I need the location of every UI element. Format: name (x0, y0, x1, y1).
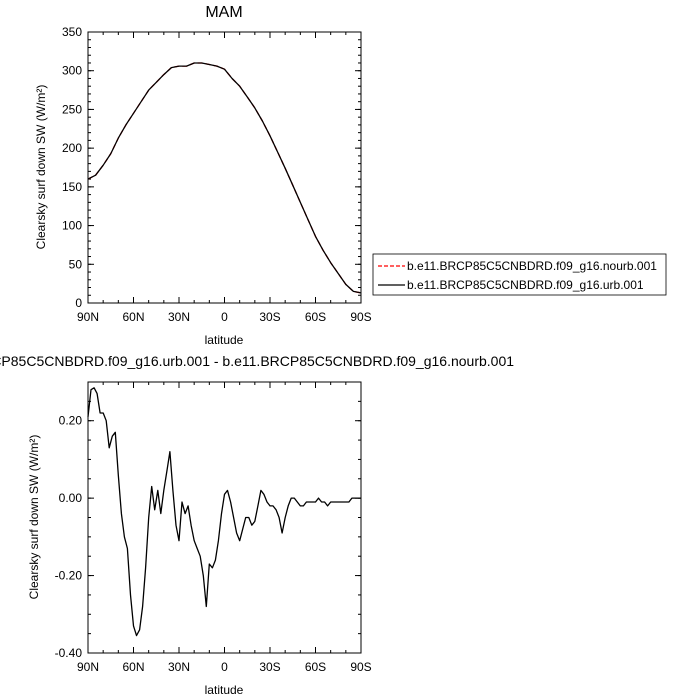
top-chart-axes: 90N 60N 30N 0 30S 60S 90S 0 50 100 150 200 250 300 350 (62, 25, 372, 324)
top-chart-x-tick-label: 90N (77, 310, 99, 324)
top-chart-series-line-0 (87, 62, 362, 294)
bottom-chart-x-tick-label: 60N (122, 660, 144, 674)
bottom-chart-y-tick-label: 0.20 (59, 414, 83, 428)
top-chart-x-tick-label: 0 (221, 310, 228, 324)
top-chart-x-tick-label: 60N (122, 310, 144, 324)
bottom-chart-x-tick-label: 30N (168, 660, 190, 674)
top-chart-y-tick-label: 0 (75, 296, 82, 310)
top-chart-x-tick-label: 30S (259, 310, 280, 324)
top-chart-frame (87, 31, 362, 304)
bottom-chart-series-line-0 (87, 387, 361, 637)
bottom-chart-x-tick-label: 30S (259, 660, 280, 674)
top-chart-series (87, 62, 362, 294)
top-chart-title: MAM (205, 4, 242, 21)
bottom-chart-ylabel: Clearsky surf down SW (W/m²) (27, 435, 41, 600)
top-chart: MAM 90N 60N 30N 0 30S 60S 90S 0 50 100 150 200 250 30… (34, 4, 372, 347)
bottom-chart-frame (87, 381, 362, 654)
top-chart-y-tick-label: 150 (62, 180, 82, 194)
bottom-chart-x-tick-label: 60S (305, 660, 326, 674)
top-chart-x-tick-label: 30N (168, 310, 190, 324)
top-chart-y-tick-label: 350 (62, 25, 82, 39)
bottom-chart-y-tick-label: -0.40 (55, 646, 83, 660)
top-chart-y-tick-label: 50 (69, 257, 83, 271)
bottom-chart: b.e11.BRCP85C5CNBDRD.f09_g16.urb.001 - b… (0, 353, 514, 697)
top-chart-x-tick-label: 90S (350, 310, 371, 324)
top-chart-y-tick-label: 200 (62, 141, 82, 155)
bottom-chart-xlabel: latitude (205, 683, 244, 697)
top-chart-y-tick-label: 100 (62, 219, 82, 233)
top-chart-legend: b.e11.BRCP85C5CNBDRD.f09_g16.nourb.001 b… (372, 253, 667, 296)
bottom-chart-y-tick-label: 0.00 (59, 491, 83, 505)
bottom-chart-series (87, 387, 361, 637)
top-chart-x-tick-label: 60S (305, 310, 326, 324)
bottom-chart-x-tick-label: 90S (350, 660, 371, 674)
legend-label-urb: b.e11.BRCP85C5CNBDRD.f09_g16.urb.001 (407, 278, 644, 292)
top-chart-ylabel: Clearsky surf down SW (W/m²) (34, 85, 48, 250)
legend-label-nourb: b.e11.BRCP85C5CNBDRD.f09_g16.nourb.001 (407, 259, 657, 273)
bottom-chart-title: b.e11.BRCP85C5CNBDRD.f09_g16.urb.001 - b… (0, 353, 514, 369)
bottom-chart-x-tick-label: 90N (77, 660, 99, 674)
top-chart-series-line-1 (87, 62, 362, 294)
top-chart-xlabel: latitude (205, 333, 244, 347)
bottom-chart-axes: 90N 60N 30N 0 30S 60S 90S -0.40 -0.20 0.00 0.20 (55, 381, 372, 674)
bottom-chart-y-tick-label: -0.20 (55, 569, 83, 583)
bottom-chart-x-tick-label: 0 (221, 660, 228, 674)
top-chart-y-tick-label: 250 (62, 102, 82, 116)
top-chart-y-tick-label: 300 (62, 64, 82, 78)
legend-box (372, 253, 667, 296)
